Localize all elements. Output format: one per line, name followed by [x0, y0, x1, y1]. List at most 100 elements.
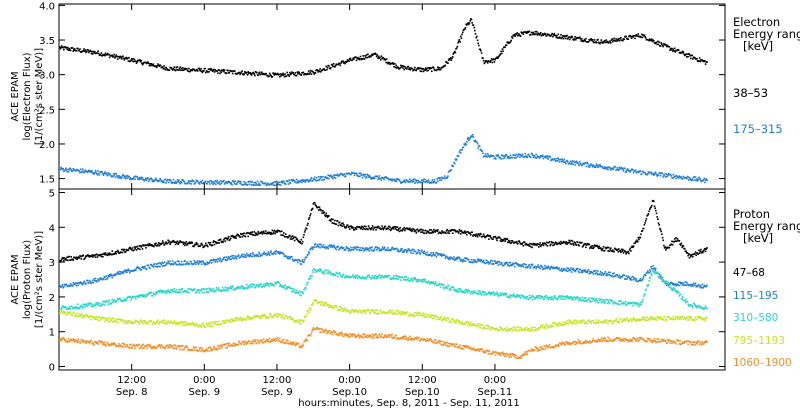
data-point [86, 279, 89, 282]
data-point [613, 272, 615, 274]
data-point [651, 268, 654, 271]
data-point [431, 255, 433, 257]
data-point [583, 163, 586, 165]
data-point [178, 288, 180, 291]
data-point [80, 304, 83, 307]
data-point [75, 170, 77, 172]
data-point [675, 291, 678, 294]
data-point [137, 178, 140, 181]
data-point [411, 248, 414, 251]
data-point [61, 168, 64, 171]
data-point [441, 284, 444, 286]
data-point [240, 233, 243, 236]
data-point [476, 142, 479, 145]
data-point [319, 268, 321, 270]
data-point [649, 269, 651, 271]
data-point [319, 68, 321, 70]
data-point [628, 276, 630, 278]
data-point [431, 230, 434, 233]
data-point [200, 68, 202, 70]
data-point [322, 246, 324, 248]
y-tick-label: 1 [49, 328, 55, 339]
data-point [128, 295, 130, 298]
data-point [560, 159, 562, 161]
data-point [653, 205, 656, 208]
data-point [200, 263, 203, 265]
data-point [567, 267, 570, 270]
data-point [425, 67, 427, 69]
data-point [332, 218, 334, 221]
data-point [78, 257, 81, 259]
data-point [352, 246, 354, 249]
data-point [558, 267, 560, 269]
data-point [525, 242, 527, 245]
data-point [470, 136, 472, 138]
data-point [648, 210, 650, 213]
data-point [69, 167, 72, 170]
data-point [499, 237, 501, 239]
series-310–580 [59, 268, 708, 311]
data-point [140, 246, 142, 248]
data-point [473, 290, 475, 292]
data-point [457, 290, 459, 292]
data-point [164, 291, 167, 293]
data-point [412, 248, 415, 251]
data-point [78, 307, 81, 310]
data-point [570, 271, 573, 273]
data-point [225, 180, 228, 183]
data-point [103, 300, 105, 303]
data-point [254, 184, 256, 186]
data-point [564, 295, 567, 298]
data-point [249, 72, 251, 74]
data-point [79, 48, 81, 50]
data-point [607, 273, 609, 276]
data-point [309, 248, 311, 251]
data-point [598, 298, 601, 300]
data-point [125, 320, 128, 322]
data-point [285, 288, 287, 291]
data-point [201, 71, 204, 74]
data-point [96, 253, 98, 256]
data-point [309, 69, 312, 72]
data-point [139, 245, 142, 247]
data-point [686, 252, 689, 254]
data-point [569, 269, 572, 272]
data-point [227, 69, 229, 72]
data-point [240, 256, 242, 258]
data-point [79, 282, 81, 285]
data-point [371, 277, 373, 280]
data-point [534, 30, 537, 33]
data-point [531, 154, 534, 156]
data-point [264, 230, 267, 232]
data-point [344, 248, 347, 251]
data-point [100, 54, 102, 56]
data-point [513, 263, 515, 265]
data-point [474, 139, 477, 142]
data-point [326, 216, 329, 218]
data-point [247, 286, 249, 288]
data-point [682, 245, 685, 248]
data-point [292, 72, 294, 74]
data-point [453, 259, 456, 262]
data-point [626, 304, 628, 306]
data-point [68, 255, 70, 258]
data-point [548, 266, 550, 269]
data-point [357, 246, 360, 249]
data-point [307, 179, 309, 182]
data-point [209, 241, 212, 244]
data-point [369, 56, 372, 58]
data-point [575, 298, 577, 300]
data-point [101, 304, 103, 307]
data-point [389, 248, 391, 251]
data-point [428, 180, 430, 183]
data-point [466, 141, 468, 143]
data-point [308, 252, 311, 255]
data-point [206, 261, 208, 263]
data-point [253, 181, 255, 184]
data-point [653, 200, 655, 203]
data-point [399, 180, 401, 183]
data-point [63, 257, 66, 259]
data-point [550, 159, 553, 161]
data-point [300, 294, 303, 297]
data-point [455, 47, 458, 49]
